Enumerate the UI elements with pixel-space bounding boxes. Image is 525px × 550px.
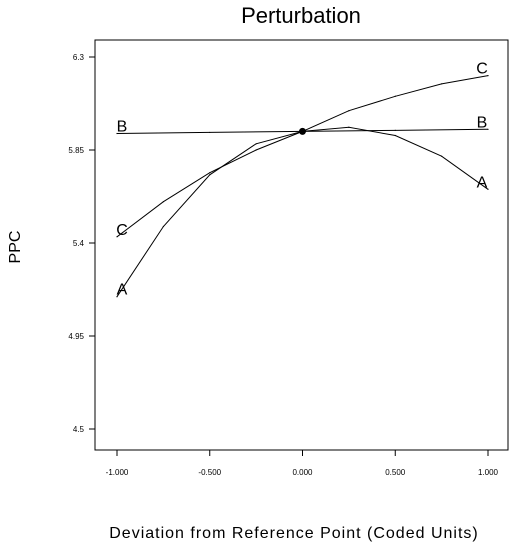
- series-b-start-label: B: [117, 118, 128, 135]
- series-a-point: [348, 126, 350, 128]
- series-c-point: [116, 236, 118, 238]
- series-a-line: [116, 126, 489, 297]
- series-b-point: [209, 131, 211, 134]
- chart-title: Perturbation: [241, 3, 361, 28]
- y-axis: 4.5 4.95 5.4 5.85 6.3: [68, 53, 95, 434]
- y-tick-label: 5.85: [68, 146, 84, 155]
- x-axis-label: Deviation from Reference Point (Coded Un…: [109, 525, 478, 542]
- x-axis: -1.000 -0.500 0.000 0.500 1.000: [106, 450, 499, 477]
- series-a-point: [116, 296, 118, 298]
- series-c-point: [487, 75, 489, 77]
- series-a-start-label: A: [117, 282, 128, 299]
- series-c-start-label: C: [116, 222, 128, 239]
- series-c-line: [116, 75, 489, 238]
- y-tick-label: 6.3: [73, 53, 85, 62]
- y-tick-label: 4.5: [73, 425, 85, 434]
- series-b-point: [116, 132, 118, 135]
- x-tick-label: 1.000: [478, 468, 499, 477]
- series-b-point: [394, 129, 396, 131]
- x-tick-label: -0.500: [198, 468, 221, 477]
- series-c-point: [394, 95, 396, 97]
- series-a-point: [394, 134, 396, 137]
- reference-point: [299, 127, 306, 135]
- series-c-point: [441, 83, 443, 85]
- series-c-point: [348, 110, 350, 112]
- plot-area: [94, 39, 509, 451]
- series-c-end-label: C: [476, 61, 488, 78]
- series-c-point: [162, 201, 164, 203]
- series-a-point: [162, 225, 164, 228]
- y-axis-label: PPC: [7, 231, 24, 264]
- y-tick-label: 5.4: [73, 239, 85, 248]
- x-tick-label: 0.000: [292, 468, 313, 477]
- series-a-point: [255, 143, 257, 145]
- series-c-point: [255, 149, 257, 151]
- series-b-end-label: B: [477, 114, 488, 131]
- series-a-point: [209, 174, 211, 176]
- x-tick-label: 0.500: [385, 468, 406, 477]
- x-tick-label: -1.000: [106, 468, 129, 477]
- y-tick-label: 4.95: [68, 332, 84, 341]
- series-a-point: [441, 155, 443, 157]
- series-a-end-label: A: [477, 174, 488, 191]
- series-layer: A A B B C C: [116, 61, 489, 299]
- series-b-point: [487, 128, 489, 130]
- series-c-point: [209, 172, 211, 174]
- series-a-point: [487, 188, 489, 190]
